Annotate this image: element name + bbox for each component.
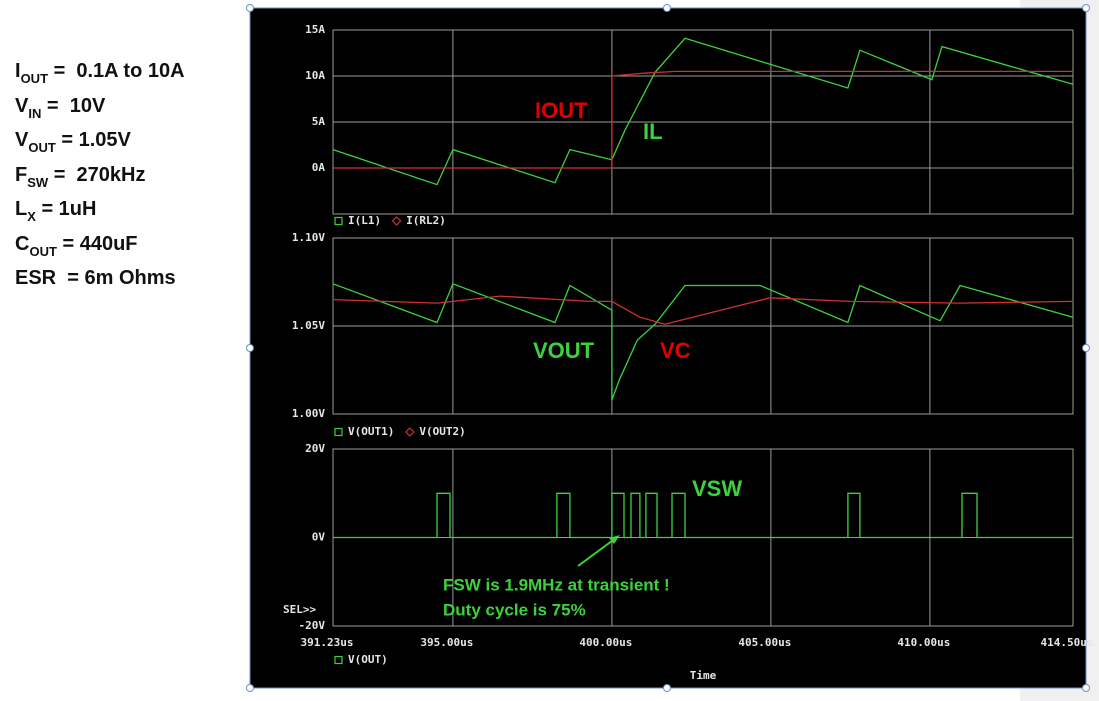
x-tick-label: 400.00us	[579, 636, 632, 649]
y-tick-label: 15A	[305, 23, 325, 36]
y-tick-label: 20V	[305, 442, 325, 455]
plot-frame	[249, 7, 1087, 689]
spec-main: C	[15, 232, 30, 255]
spec-rest: = 270kHz	[48, 163, 146, 186]
selection-handles	[246, 4, 1090, 692]
spec-sub: X	[27, 209, 36, 224]
spec-rest: = 1.05V	[55, 129, 131, 151]
spec-sub: IN	[28, 105, 42, 121]
spec-main: ESR	[15, 267, 57, 289]
y-tick-label: 1.05V	[292, 319, 325, 332]
legend-marker	[405, 427, 415, 437]
spec-sub: OUT	[29, 243, 57, 259]
handle	[663, 4, 671, 12]
spec-rest: = 440uF	[56, 232, 138, 255]
handle	[246, 4, 254, 12]
y-tick-label: 0V	[312, 531, 326, 544]
x-axis-label: Time	[690, 669, 717, 682]
spec-sub: OUT	[28, 140, 56, 155]
x-tick-label: 410.00us	[897, 636, 950, 649]
legend-marker	[334, 427, 343, 437]
spec-rest: = 6m Ohms	[56, 267, 176, 289]
spec-main: F	[15, 163, 28, 186]
spec-rest: = 0.1A to 10A	[48, 60, 185, 82]
annotation: IL	[643, 119, 663, 144]
spec-main: I	[15, 60, 21, 82]
spec-line: VOUT = 1.05V	[15, 129, 131, 155]
series-line	[333, 70, 1073, 169]
spec-main: V	[15, 129, 29, 151]
spec-rest: = 1uH	[35, 198, 97, 220]
legend-label: I(RL2)	[406, 214, 446, 227]
series-line	[332, 282, 1074, 401]
legend-marker	[391, 216, 402, 226]
series-line	[333, 492, 1073, 539]
legend-label: V(OUT2)	[419, 425, 465, 438]
y-tick-label: 0A	[312, 161, 326, 174]
annotation: VSW	[692, 476, 742, 501]
spec-line: IOUT = 0.1A to 10A	[15, 60, 185, 86]
annotation: VC	[660, 338, 691, 363]
legend-marker	[334, 216, 343, 226]
y-tick-label: 5A	[312, 115, 326, 128]
handle	[246, 344, 254, 352]
x-tick-label: 395.00us	[420, 636, 473, 649]
series-line	[332, 295, 1074, 325]
spec-main: L	[15, 198, 28, 220]
annotation: FSW is 1.9MHz at transient !	[443, 575, 670, 594]
legend-label: V(OUT1)	[348, 425, 394, 438]
spec-line: ESR = 6m Ohms	[15, 267, 176, 290]
handle	[1082, 684, 1090, 692]
spec-line: VIN = 10V	[15, 95, 105, 121]
handle	[1082, 4, 1090, 12]
arrow	[577, 537, 617, 567]
spec-line: FSW = 270kHz	[15, 164, 145, 190]
spec-main: V	[15, 94, 29, 117]
x-tick-label: 391.23us	[301, 636, 354, 649]
x-tick-label: 405.00us	[738, 636, 791, 649]
series-line	[332, 37, 1074, 186]
annotation: Duty cycle is 75%	[443, 600, 586, 619]
annotation: VOUT	[533, 338, 595, 363]
y-tick-label: 1.10V	[292, 231, 325, 244]
y-tick-label: 1.00V	[292, 407, 325, 420]
y-tick-label: -20V	[299, 619, 326, 632]
spec-rest: = 10V	[41, 94, 106, 117]
spec-sub: OUT	[20, 71, 49, 86]
handle	[1082, 344, 1090, 352]
spec-line: COUT = 440uF	[15, 233, 138, 259]
legend-label: I(L1)	[348, 214, 381, 227]
legend-label: V(OUT)	[348, 653, 388, 666]
x-tick-label: 414.50us	[1041, 636, 1094, 649]
y-tick-label: 10A	[305, 69, 325, 82]
spec-line: LX = 1uH	[15, 198, 96, 224]
handle	[246, 684, 254, 692]
legend-marker	[334, 655, 343, 665]
handle	[663, 684, 671, 692]
annotation: IOUT	[535, 98, 588, 123]
sel-label: SEL>>	[283, 603, 316, 616]
spec-sub: SW	[27, 174, 49, 190]
